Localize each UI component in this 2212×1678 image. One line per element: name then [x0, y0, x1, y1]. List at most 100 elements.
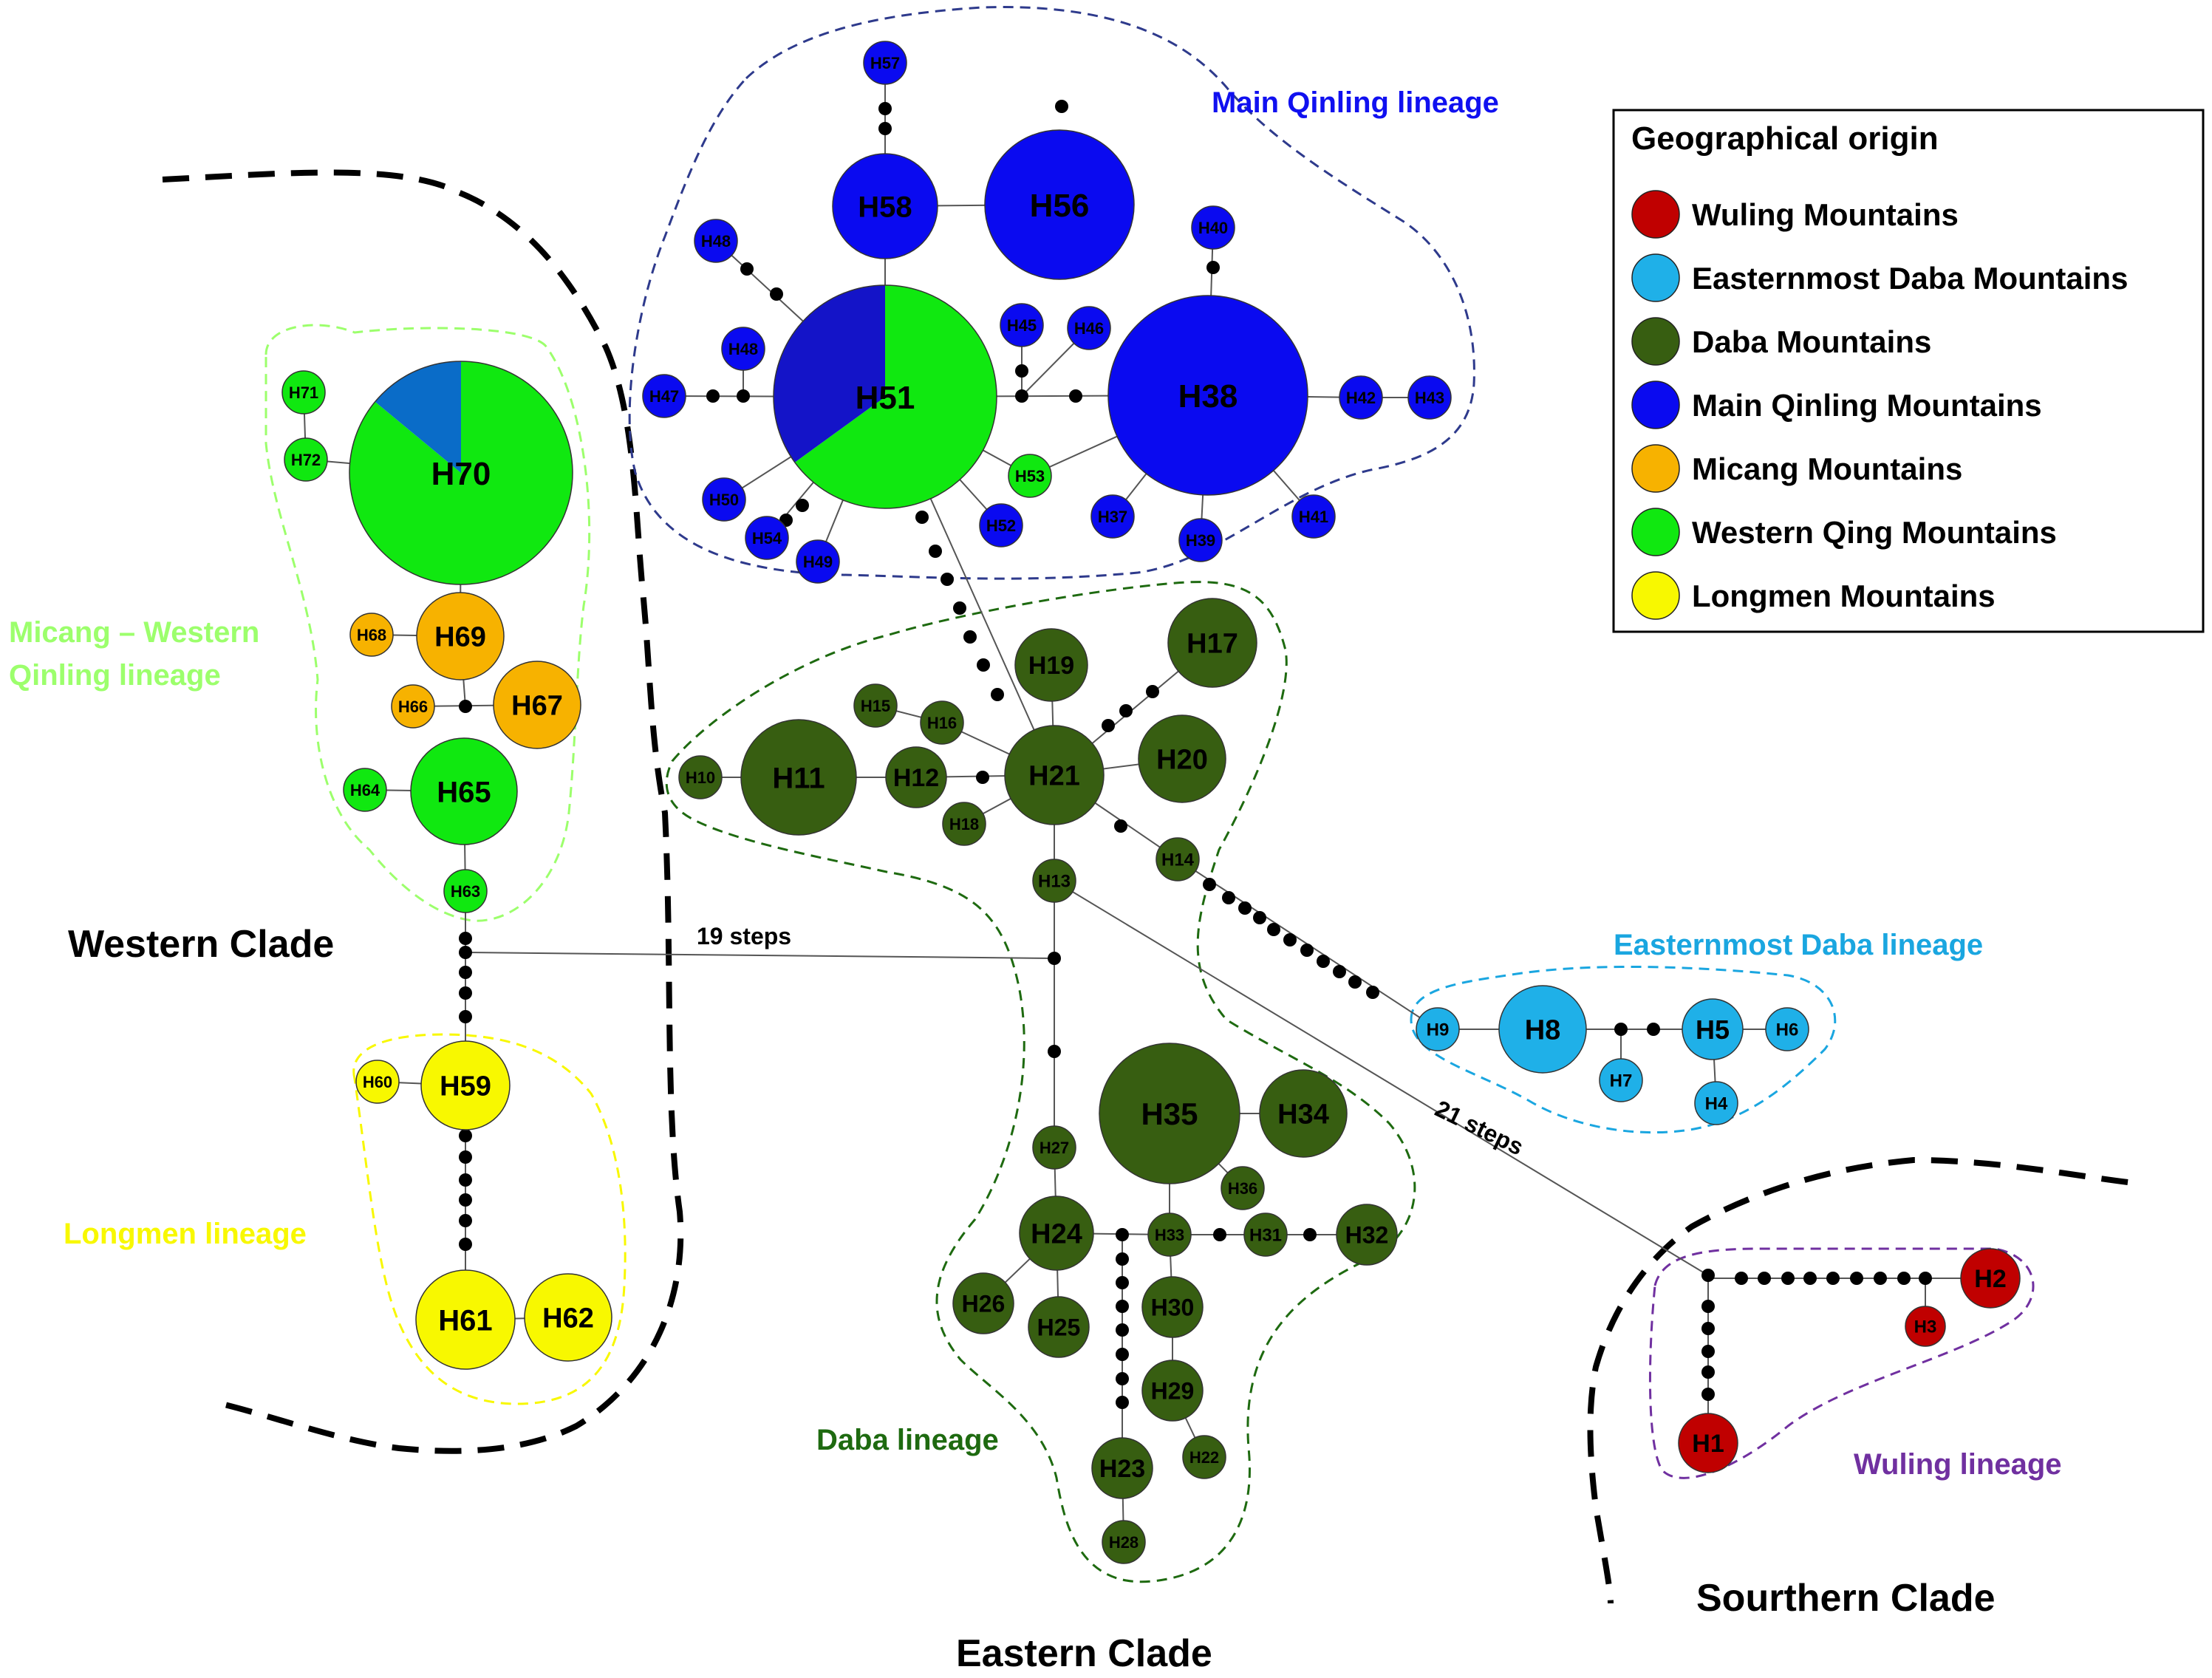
node-circle	[1090, 494, 1135, 539]
node-circle	[1004, 725, 1105, 825]
micang-western-outline	[264, 324, 591, 922]
haplotype-h35: H35	[1099, 1043, 1240, 1184]
haplotype-h70: H70	[349, 361, 573, 585]
haplotype-h14: H14	[1156, 837, 1200, 881]
haplotype-label: H58	[858, 191, 912, 223]
haplotype-h18: H18	[942, 802, 986, 846]
haplotype-label: H56	[1030, 188, 1090, 224]
node-circle	[349, 613, 394, 657]
mutation-dot	[459, 1150, 472, 1164]
haplotype-h11: H11	[740, 719, 857, 836]
haplotype-label: H1	[1692, 1430, 1724, 1458]
haplotype-label: H11	[772, 762, 825, 794]
mutation-dot	[1283, 933, 1297, 947]
haplotype-h12: H12	[885, 746, 947, 808]
legend-label: Micang Mountains	[1692, 451, 1962, 486]
mutation-dot	[1701, 1388, 1715, 1401]
mutation-dot	[1116, 1348, 1129, 1361]
legend-label: Western Qing Mountains	[1692, 515, 2057, 550]
haplotype-nodes: H1 H2 H3 H4 H5 H6 H7 H8 H9 H10 H11 H12 H13 H14 H15 H16 H…	[281, 41, 2021, 1564]
haplotype-h68: H68	[349, 613, 394, 657]
legend-item: Micang Mountains	[1631, 444, 1962, 493]
longmen-lineage-label: Longmen lineage	[64, 1218, 307, 1250]
haplotype-label: H10	[686, 768, 715, 787]
mutation-dot	[459, 966, 472, 979]
node-circle	[1102, 1520, 1146, 1564]
haplotype-label: H72	[291, 451, 321, 469]
haplotype-label: H51	[856, 380, 915, 416]
mutation-dot	[1758, 1272, 1771, 1285]
haplotype-h45: H45	[1000, 303, 1044, 347]
node-circle	[1156, 837, 1200, 881]
haplotype-label: H49	[803, 553, 833, 571]
mutation-dot	[878, 122, 892, 135]
haplotype-label: H48	[728, 340, 758, 358]
mutation-dot	[1116, 1396, 1129, 1409]
node-circle	[984, 129, 1135, 280]
mutation-dot	[1102, 719, 1115, 732]
haplotype-h63: H63	[443, 869, 488, 913]
clade-boundary	[1587, 1156, 2129, 1604]
mutation-dot	[1116, 1372, 1129, 1385]
haplotype-h49: H49	[796, 539, 840, 584]
haplotype-h72: H72	[284, 437, 328, 482]
node-circle	[443, 869, 488, 913]
haplotype-h30: H30	[1141, 1276, 1204, 1338]
nineteen-steps-label: 19 steps	[697, 923, 791, 949]
haplotype-label: H36	[1228, 1179, 1257, 1198]
main-qinling-outline	[628, 6, 1475, 580]
legend-item: Longmen Mountains	[1631, 571, 1996, 620]
haplotype-h46: H46	[1067, 306, 1111, 350]
node-circle	[1000, 303, 1044, 347]
haplotype-label: H70	[431, 456, 491, 492]
wuling-lineage-label: Wuling lineage	[1854, 1448, 2062, 1481]
mutation-dot	[459, 1173, 472, 1187]
haplotype-label: H67	[511, 691, 563, 722]
mutation-dot	[929, 545, 942, 558]
node-circle	[410, 737, 518, 845]
haplotype-label: H33	[1155, 1226, 1184, 1244]
node-circle	[355, 1060, 400, 1104]
mutation-dot	[1267, 923, 1280, 936]
legend: Geographical origin Wuling Mountains Easte…	[1612, 109, 2205, 633]
haplotype-h6: H6	[1765, 1007, 1809, 1051]
haplotype-h62: H62	[524, 1273, 612, 1362]
haplotype-h59: H59	[420, 1040, 511, 1130]
mutation-dot	[1116, 1276, 1129, 1289]
haplotype-label: H21	[1028, 761, 1080, 792]
haplotype-label: H12	[893, 764, 939, 792]
mutation-dot	[1055, 100, 1068, 113]
node-circle	[642, 374, 686, 418]
mutation-dot	[459, 946, 472, 959]
haplotype-label: H71	[289, 383, 318, 402]
figure-labels: Main Qinling lineage Micang – Western Qinl…	[9, 86, 2062, 1675]
mutation-dot	[459, 932, 472, 945]
haplotype-h36: H36	[1221, 1166, 1265, 1210]
haplotype-h50: H50	[702, 477, 746, 522]
haplotype-label: H45	[1007, 316, 1037, 335]
haplotype-h27: H27	[1032, 1125, 1076, 1170]
haplotype-h23: H23	[1091, 1437, 1153, 1499]
haplotype-label: H13	[1038, 872, 1071, 892]
haplotype-label: H7	[1610, 1071, 1633, 1091]
legend-label: Wuling Mountains	[1692, 197, 1959, 232]
haplotype-h24: H24	[1019, 1196, 1094, 1271]
haplotype-label: H4	[1705, 1094, 1728, 1114]
haplotype-label: H28	[1109, 1533, 1139, 1552]
haplotype-h67: H67	[493, 661, 581, 749]
mutation-dot	[1701, 1300, 1715, 1313]
node-circle	[1099, 1043, 1240, 1184]
haplotype-h3: H3	[1905, 1306, 1946, 1347]
node-circle	[1014, 628, 1088, 702]
haplotype-h41: H41	[1291, 494, 1336, 539]
pie-slice	[794, 285, 997, 508]
mutation-dot	[706, 389, 720, 403]
mutation-dot	[459, 1238, 472, 1251]
haplotype-h2: H2	[1960, 1248, 2021, 1309]
mutation-dot	[1222, 891, 1235, 904]
mutation-dot	[1614, 1023, 1628, 1036]
mutation-dot	[1348, 975, 1362, 989]
haplotype-label: H60	[363, 1073, 392, 1091]
legend-title: Geographical origin	[1631, 120, 1939, 157]
